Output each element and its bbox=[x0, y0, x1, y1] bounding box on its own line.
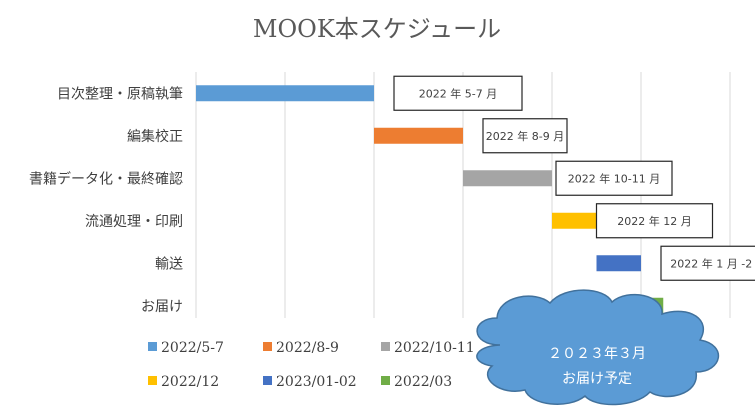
legend-swatch bbox=[381, 342, 390, 351]
category-label: お届け bbox=[141, 299, 183, 315]
legend-label: 2022/8-9 bbox=[276, 340, 339, 356]
callout-box bbox=[555, 160, 673, 196]
legend-label: 2022/10-11 bbox=[394, 340, 475, 356]
bars bbox=[196, 85, 664, 314]
callout-box bbox=[393, 75, 523, 111]
legend-swatch bbox=[148, 376, 157, 385]
cloud-line-1: ２０２３年３月 bbox=[548, 346, 646, 362]
gantt-bar bbox=[463, 170, 552, 187]
callout-label: 2022 年 8-9 月 bbox=[486, 129, 564, 143]
callout-box bbox=[595, 203, 714, 239]
cloud-shape bbox=[476, 289, 719, 406]
gantt-bar bbox=[596, 255, 641, 272]
legend: 2022/5-7 2022/8-9 2022/10-11 2022/12 2023/01… bbox=[148, 340, 475, 390]
category-label: 流通処理・印刷 bbox=[85, 214, 183, 230]
legend-swatch bbox=[263, 342, 272, 351]
category-label: 目次整理・原稿執筆 bbox=[57, 86, 183, 102]
callout-label: 2022 年 12 月 bbox=[617, 214, 691, 228]
category-label: 書籍データ化・最終確認 bbox=[29, 170, 183, 187]
legend-swatch bbox=[381, 376, 390, 385]
legend-swatch bbox=[263, 376, 272, 385]
delivery-cloud: ２０２３年３月 お届け予定 bbox=[476, 289, 719, 406]
callout-box bbox=[660, 245, 755, 281]
legend-label: 2022/12 bbox=[161, 374, 219, 390]
category-label: 輸送 bbox=[155, 256, 183, 272]
gantt-bar bbox=[552, 212, 597, 229]
legend-label: 2022/5-7 bbox=[161, 340, 224, 356]
callout-label: 2022 年 1 月 -2 月 bbox=[670, 256, 755, 270]
callout-label: 2022 年 10-11 月 bbox=[568, 171, 660, 185]
callouts: 2022 年 5-7 月 2022 年 8-9 月 2022 年 10-11 月 20… bbox=[393, 75, 755, 281]
legend-label: 2022/03 bbox=[394, 374, 452, 390]
cloud-line-2: お届け予定 bbox=[562, 371, 632, 387]
gantt-bar bbox=[374, 127, 463, 144]
legend-label: 2023/01-02 bbox=[276, 374, 357, 390]
category-label: 編集校正 bbox=[127, 128, 183, 145]
callout-box bbox=[482, 118, 568, 154]
gantt-bar bbox=[196, 85, 374, 102]
callout-label: 2022 年 5-7 月 bbox=[419, 86, 497, 100]
legend-swatch bbox=[148, 342, 157, 351]
chart-title: MOOK本スケジュール bbox=[253, 15, 501, 43]
